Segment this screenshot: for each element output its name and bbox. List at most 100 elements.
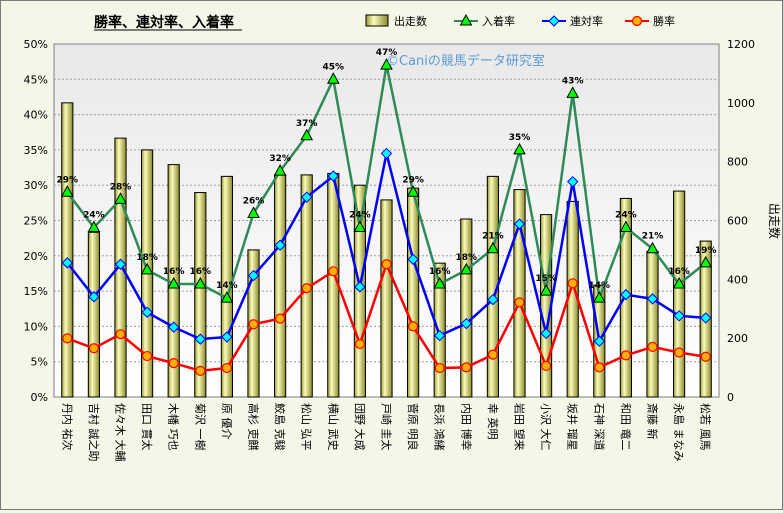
marker-triangle xyxy=(539,284,553,296)
bar xyxy=(673,190,686,398)
marker-circle xyxy=(700,351,711,362)
marker-triangle xyxy=(513,142,526,155)
marker-diamond xyxy=(300,191,313,203)
legend-label: 勝率 xyxy=(653,14,675,28)
bar xyxy=(380,199,393,398)
data-label: 18% xyxy=(456,253,478,263)
data-label: 16% xyxy=(429,267,451,277)
data-label: 14% xyxy=(589,281,611,291)
marker-triangle xyxy=(619,220,633,233)
marker-circle xyxy=(461,362,472,373)
marker-circle xyxy=(673,347,685,358)
marker-circle xyxy=(168,358,179,369)
x-tick-label: 木幡 巧也 xyxy=(167,403,181,451)
data-label: 19% xyxy=(695,246,717,256)
data-label: 21% xyxy=(482,232,504,242)
bar xyxy=(646,250,659,398)
marker-circle xyxy=(354,338,365,350)
marker-circle xyxy=(381,259,392,270)
data-label: 16% xyxy=(163,267,185,277)
marker-circle xyxy=(195,365,206,376)
marker-triangle xyxy=(87,220,101,233)
marker-diamond xyxy=(566,175,579,188)
bar xyxy=(220,175,233,398)
data-label: 16% xyxy=(190,267,212,277)
marker-triangle xyxy=(353,220,367,233)
marker-circle xyxy=(540,360,552,372)
marker-circle xyxy=(248,319,259,330)
y-tick-label-right: 0 xyxy=(727,391,734,404)
marker-circle xyxy=(142,350,153,362)
x-tick-label: 佐々木 大輔 xyxy=(114,403,128,462)
marker-diamond xyxy=(540,327,552,340)
y-tick-label-left: 5% xyxy=(31,356,48,369)
marker-circle xyxy=(647,341,658,352)
legend: 出走数 入着率 連対率 勝率 xyxy=(365,13,675,28)
y-tick-label-left: 0% xyxy=(31,391,48,404)
marker-diamond xyxy=(88,291,100,303)
y-tick-label-left: 25% xyxy=(24,215,48,228)
x-tick-label: 菊沢 一樹 xyxy=(193,403,207,451)
marker-triangle xyxy=(486,241,500,254)
data-label: 29% xyxy=(402,175,424,185)
marker-diamond xyxy=(460,317,473,330)
x-tick-label: 原 優介 xyxy=(220,403,233,440)
marker-diamond xyxy=(593,335,606,347)
data-label: 35% xyxy=(509,133,531,143)
marker-circle xyxy=(115,329,126,340)
x-tick-label: 丹内 祐次 xyxy=(60,403,74,451)
marker-diamond xyxy=(221,331,233,343)
marker-triangle xyxy=(699,255,713,268)
marker-circle xyxy=(275,313,286,324)
y-tick-label-right: 200 xyxy=(727,332,748,345)
marker-triangle xyxy=(60,185,74,197)
marker-circle xyxy=(620,350,632,361)
x-tick-label: 斎藤 新 xyxy=(646,403,660,440)
x-tick-label: 岩田 望来 xyxy=(513,403,527,451)
marker-circle xyxy=(594,362,605,373)
x-tick-label: 和田 竜二 xyxy=(619,403,633,451)
data-label: 47% xyxy=(376,48,398,58)
x-tick-label: 長浜 鴻緒 xyxy=(433,403,447,451)
marker-triangle xyxy=(167,277,181,289)
marker-triangle xyxy=(672,277,686,289)
marker-circle xyxy=(301,283,312,294)
legend-label: 連対率 xyxy=(570,14,603,28)
y-tick-label-right: 600 xyxy=(727,215,748,228)
marker-triangle xyxy=(592,291,606,303)
marker-triangle xyxy=(273,164,287,176)
x-tick-label: 横山 武史 xyxy=(326,403,340,451)
watermark: ©Caniの競馬データ研究室 xyxy=(386,53,545,69)
marker-diamond xyxy=(433,329,446,342)
data-label: 37% xyxy=(296,119,318,129)
marker-circle xyxy=(567,278,578,289)
legend-label: 入着率 xyxy=(482,14,515,28)
marker-diamond xyxy=(194,333,207,345)
data-label: 18% xyxy=(136,253,158,263)
y-tick-label-left: 15% xyxy=(24,285,48,298)
data-label: 24% xyxy=(349,211,371,221)
y-tick-label-right: 800 xyxy=(727,156,748,169)
marker-triangle xyxy=(300,128,314,141)
marker-triangle xyxy=(433,277,447,289)
data-label: 43% xyxy=(562,76,584,86)
marker-triangle xyxy=(140,262,154,275)
x-tick-label: 松山 弘平 xyxy=(300,403,314,451)
marker-circle xyxy=(514,297,525,308)
x-tick-label: 団野 大成 xyxy=(353,403,367,451)
marker-circle xyxy=(408,321,419,332)
bar xyxy=(274,174,287,398)
bar xyxy=(460,218,473,398)
data-label: 15% xyxy=(535,274,557,284)
data-label: 29% xyxy=(57,175,79,185)
marker-diamond xyxy=(407,253,419,266)
y-tick-label-left: 30% xyxy=(24,179,48,192)
data-label: 32% xyxy=(269,154,291,164)
x-tick-label: 永島 まなみ xyxy=(672,403,686,462)
marker-diamond xyxy=(114,258,127,270)
marker-diamond xyxy=(327,170,340,182)
data-label: 16% xyxy=(668,267,690,277)
marker-diamond xyxy=(699,312,712,324)
